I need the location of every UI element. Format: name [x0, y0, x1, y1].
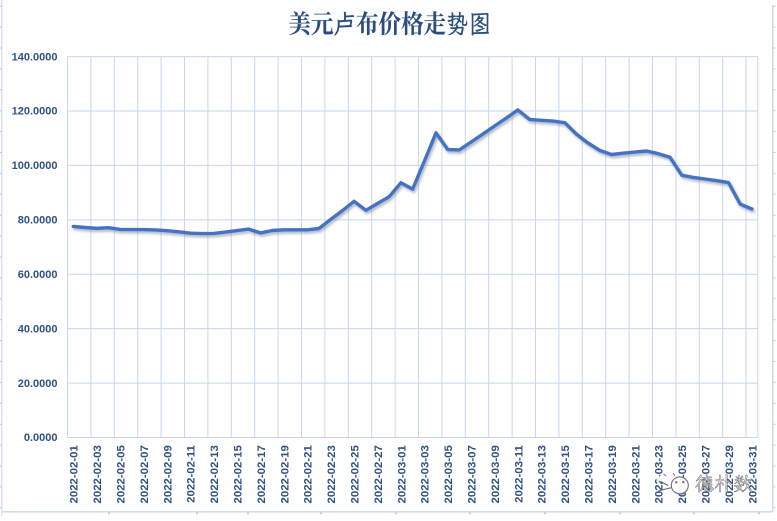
svg-text:0.0000: 0.0000: [24, 432, 58, 444]
svg-text:2022-03-17: 2022-03-17: [584, 445, 596, 503]
svg-text:2022-02-05: 2022-02-05: [116, 445, 128, 504]
svg-text:2022-02-27: 2022-02-27: [373, 445, 385, 503]
svg-text:2022-03-25: 2022-03-25: [677, 445, 689, 504]
svg-text:2022-03-21: 2022-03-21: [630, 445, 642, 504]
svg-text:40.0000: 40.0000: [18, 323, 58, 335]
svg-text:2022-02-17: 2022-02-17: [256, 445, 268, 503]
svg-text:2022-03-09: 2022-03-09: [490, 445, 502, 503]
svg-text:2022-02-23: 2022-02-23: [326, 445, 338, 503]
svg-text:2022-03-03: 2022-03-03: [420, 445, 432, 503]
svg-text:80.0000: 80.0000: [18, 215, 58, 227]
svg-text:120.0000: 120.0000: [12, 106, 58, 118]
svg-text:140.0000: 140.0000: [12, 51, 58, 63]
svg-text:2022-02-15: 2022-02-15: [233, 445, 245, 504]
svg-text:2022-03-19: 2022-03-19: [607, 445, 619, 503]
svg-text:2022-02-09: 2022-02-09: [162, 445, 174, 503]
svg-text:2022-03-27: 2022-03-27: [701, 445, 713, 503]
svg-text:2022-02-19: 2022-02-19: [279, 445, 291, 503]
svg-text:2022-02-21: 2022-02-21: [303, 445, 315, 504]
svg-text:2022-03-07: 2022-03-07: [467, 445, 479, 503]
svg-text:2022-02-07: 2022-02-07: [139, 445, 151, 503]
svg-text:2022-02-11: 2022-02-11: [186, 445, 198, 503]
svg-text:2022-02-01: 2022-02-01: [69, 445, 81, 504]
svg-text:2022-03-23: 2022-03-23: [654, 445, 666, 503]
svg-text:2022-03-31: 2022-03-31: [747, 445, 759, 504]
svg-text:2022-03-01: 2022-03-01: [396, 445, 408, 504]
svg-text:20.0000: 20.0000: [18, 378, 58, 390]
svg-text:2022-02-13: 2022-02-13: [209, 445, 221, 503]
svg-text:2022-03-15: 2022-03-15: [560, 445, 572, 504]
svg-text:2022-03-13: 2022-03-13: [537, 445, 549, 503]
svg-text:2022-02-25: 2022-02-25: [350, 445, 362, 504]
svg-text:2022-02-03: 2022-02-03: [92, 445, 104, 503]
svg-text:100.0000: 100.0000: [12, 160, 58, 172]
svg-text:2022-03-05: 2022-03-05: [443, 445, 455, 504]
svg-text:2022-03-11: 2022-03-11: [513, 445, 525, 503]
svg-text:60.0000: 60.0000: [18, 269, 58, 281]
